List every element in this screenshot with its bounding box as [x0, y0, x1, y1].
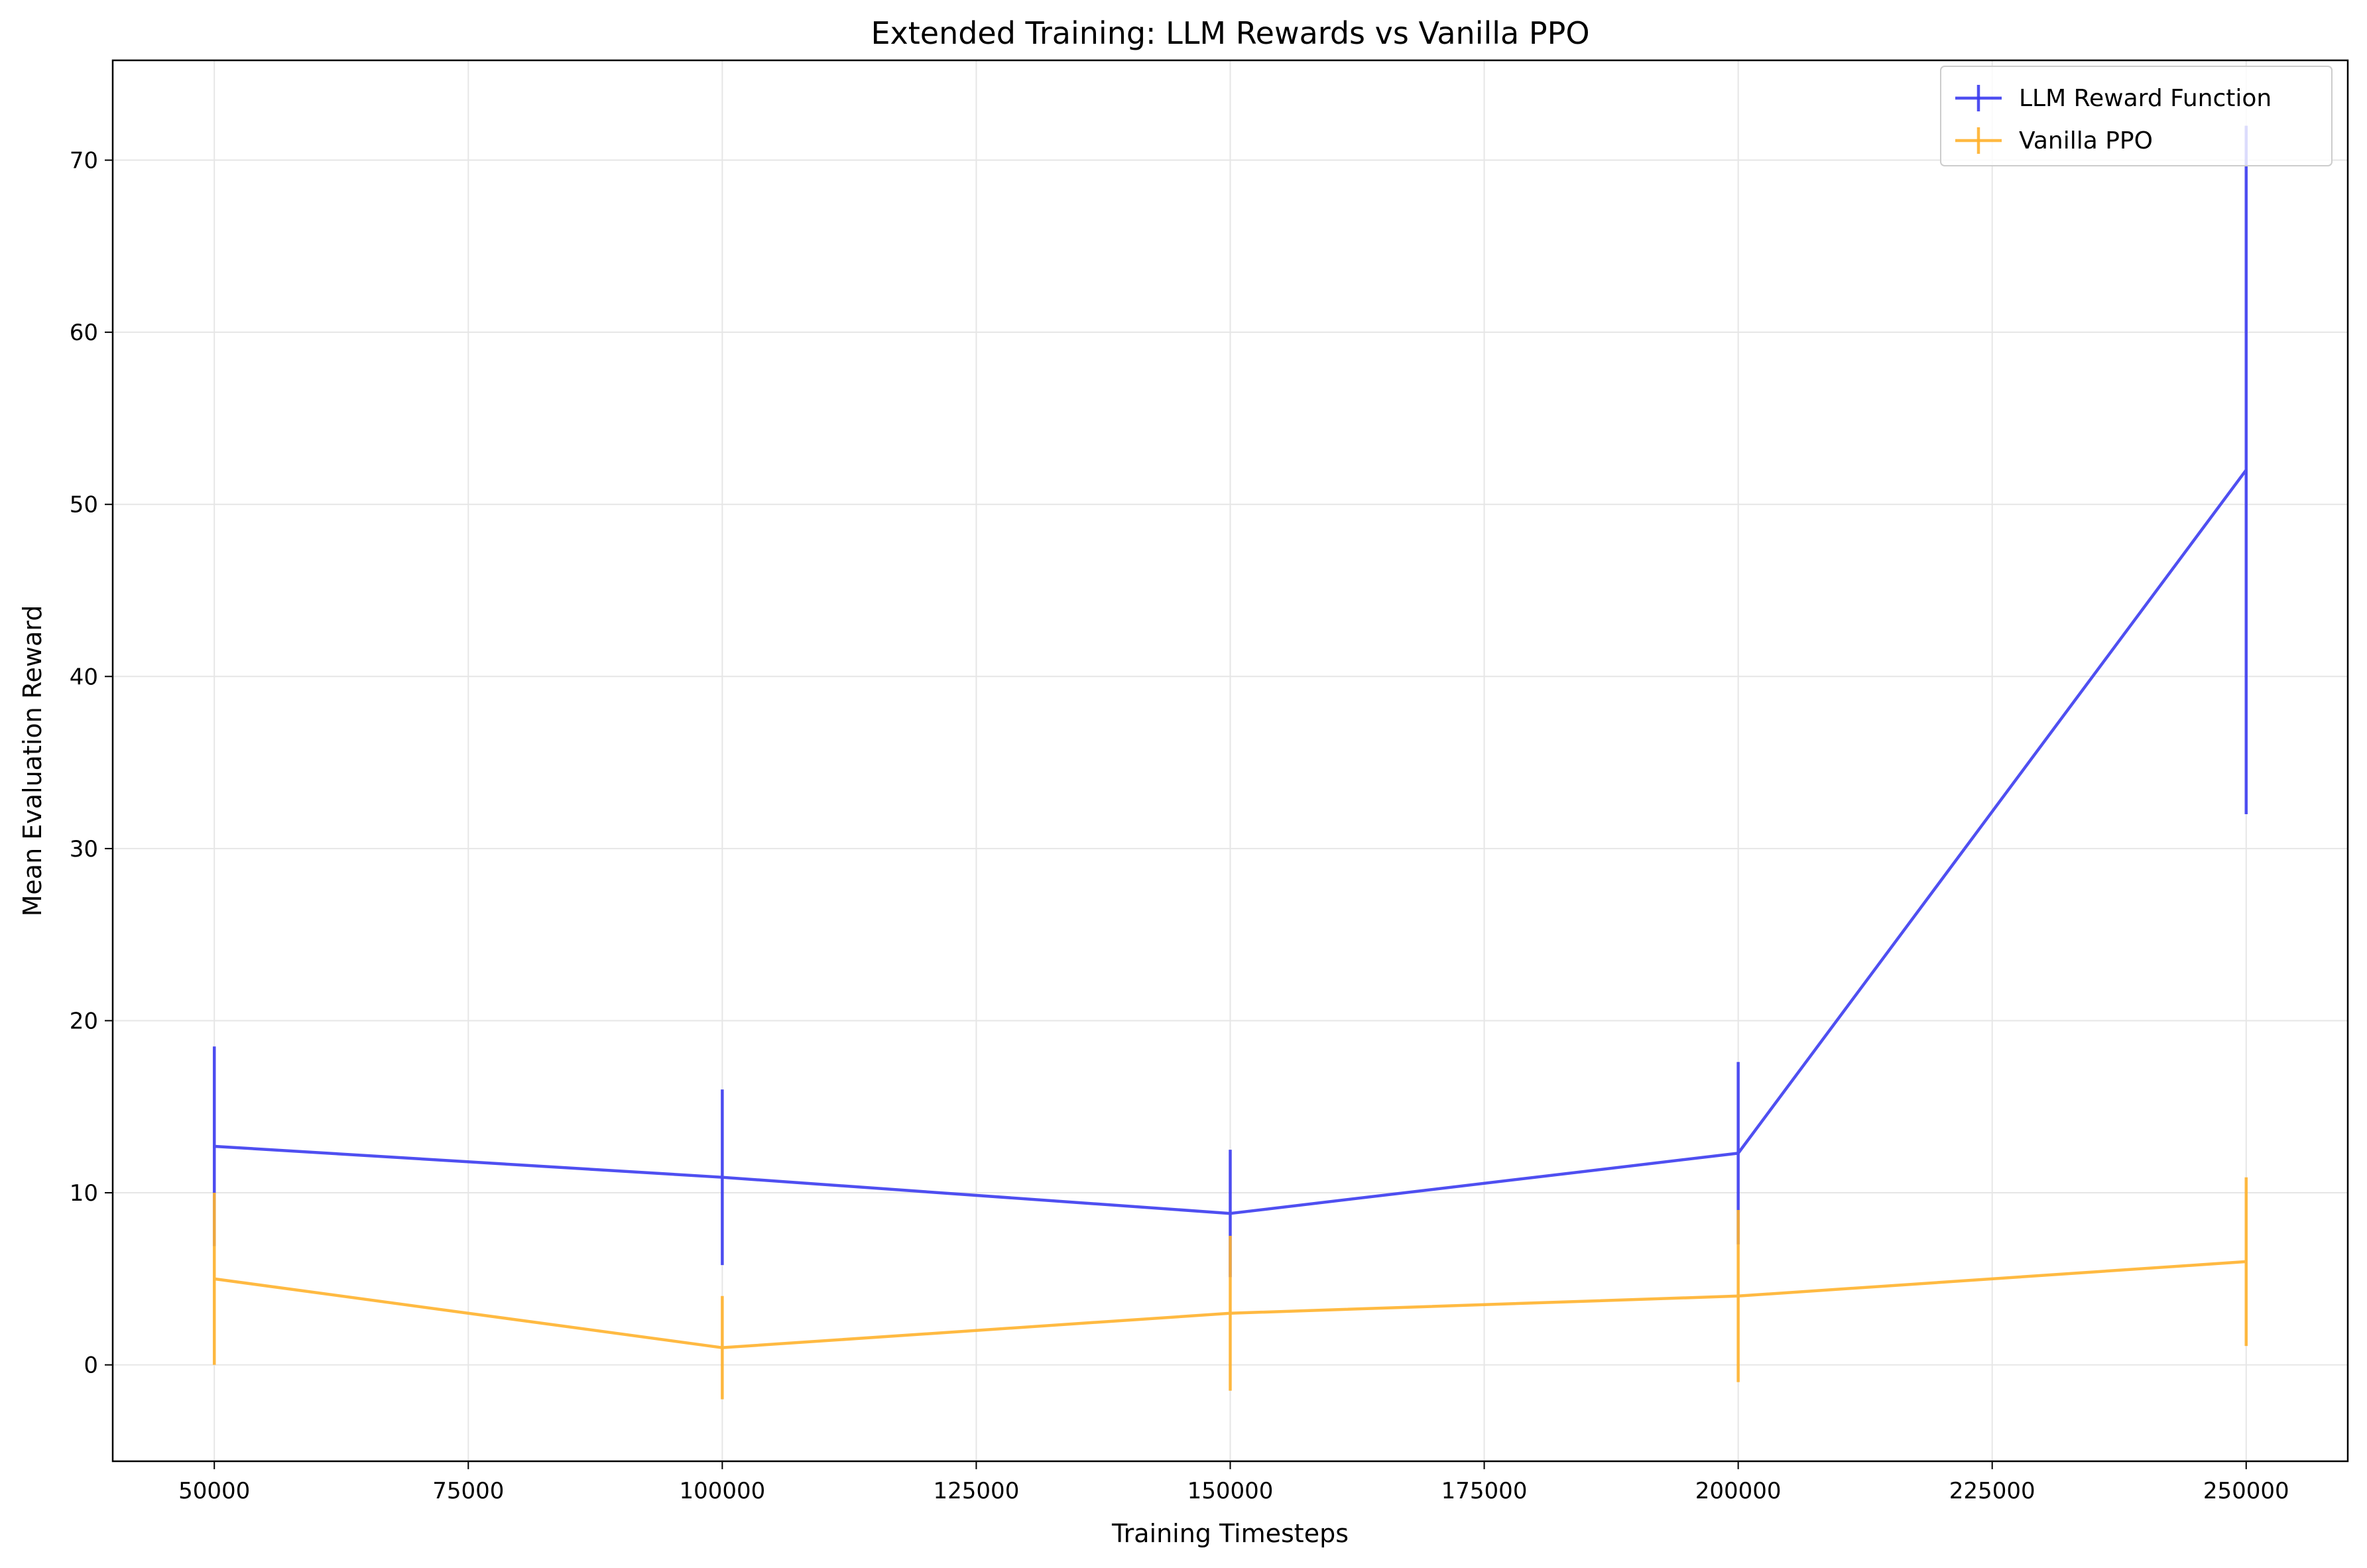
legend-box	[1940, 66, 2333, 166]
data-point	[1736, 1152, 1740, 1155]
y-tick-label: 40	[70, 664, 98, 690]
data-point	[721, 1346, 724, 1349]
data-point	[1736, 1294, 1740, 1297]
series-group	[212, 125, 2248, 1400]
data-point	[2244, 468, 2248, 471]
x-tick-label: 200000	[1695, 1478, 1782, 1504]
x-tick-label: 75000	[432, 1478, 504, 1504]
y-tick-label: 60	[70, 320, 98, 346]
data-point	[1229, 1311, 1232, 1315]
x-tick-label: 50000	[178, 1478, 250, 1504]
x-tick-label: 250000	[2203, 1478, 2289, 1504]
legend-label: LLM Reward Function	[2019, 85, 2272, 112]
y-tick-label: 50	[70, 492, 98, 518]
data-point	[213, 1277, 216, 1280]
chart-title: Extended Training: LLM Rewards vs Vanill…	[871, 15, 1589, 51]
y-axis-label: Mean Evaluation Reward	[18, 605, 47, 917]
data-point	[1229, 1212, 1232, 1215]
data-point	[2244, 1260, 2248, 1263]
y-tick-label: 20	[70, 1008, 98, 1034]
ticks: 50000 75000 100000 125000 150000 175000 200000…	[70, 148, 2289, 1504]
y-tick-label: 10	[70, 1180, 98, 1207]
data-point	[213, 1144, 216, 1148]
series-2	[212, 1177, 2248, 1400]
x-tick-label: 175000	[1441, 1478, 1528, 1504]
x-axis-label: Training Timesteps	[1111, 1519, 1349, 1548]
x-tick-label: 100000	[679, 1478, 765, 1504]
x-tick-label: 150000	[1187, 1478, 1274, 1504]
y-tick-label: 30	[70, 836, 98, 863]
data-point	[721, 1176, 724, 1179]
x-tick-label: 225000	[1949, 1478, 2035, 1504]
x-tick-label: 125000	[934, 1478, 1020, 1504]
y-tick-label: 70	[70, 148, 98, 174]
legend-label: Vanilla PPO	[2019, 127, 2153, 154]
legend: LLM Reward Function Vanilla PPO	[1940, 66, 2333, 166]
y-tick-label: 0	[84, 1353, 98, 1379]
